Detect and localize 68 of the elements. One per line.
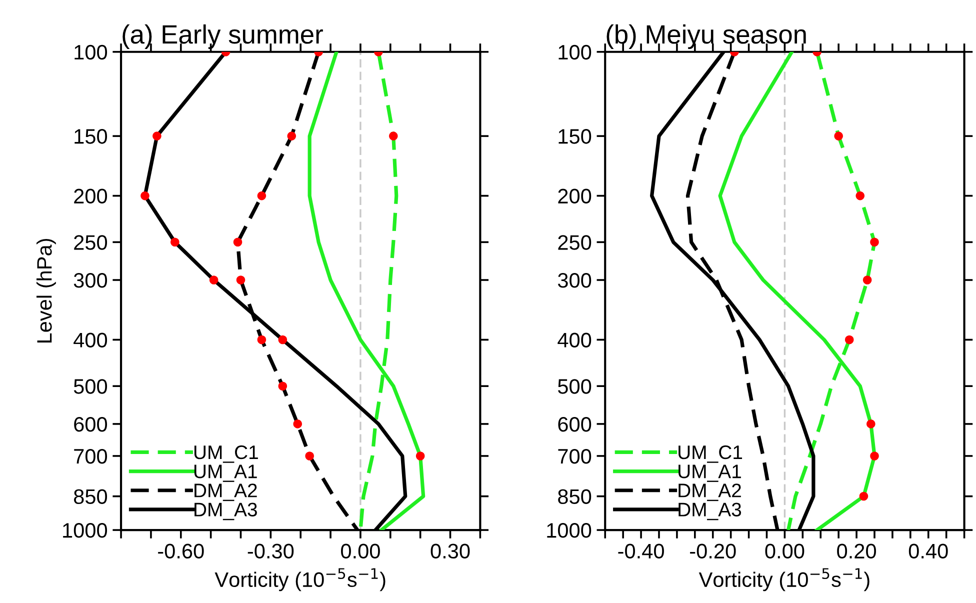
y-tick-label: 250 bbox=[558, 235, 592, 250]
legend-label: UM_A1 bbox=[678, 464, 741, 482]
y-tick-label: 400 bbox=[558, 332, 592, 348]
line-series bbox=[308, 52, 426, 530]
x-tick-label: -0.20 bbox=[690, 544, 736, 559]
point bbox=[416, 452, 425, 460]
legend-label: UM_C1 bbox=[678, 445, 742, 463]
point bbox=[862, 276, 872, 284]
y-tick-label: 850 bbox=[558, 489, 592, 504]
y-tick-label: 200 bbox=[74, 188, 108, 204]
chart-title: (b) Meiyu season bbox=[606, 24, 806, 49]
x-axis-title: Vorticity (10$^{−5}$s$^{−1}$) bbox=[214, 568, 386, 592]
y-tick-label: 150 bbox=[558, 129, 592, 144]
x-tick-label: 0.00 bbox=[765, 544, 804, 559]
legend-label: DM_A3 bbox=[194, 502, 257, 520]
point bbox=[870, 238, 879, 247]
y-tick-label: 100 bbox=[74, 44, 108, 60]
y-tick-label: 250 bbox=[74, 235, 108, 250]
legend-label: DM_A2 bbox=[678, 484, 741, 502]
y-tick-label: 150 bbox=[74, 129, 108, 144]
point bbox=[170, 238, 180, 247]
point bbox=[305, 452, 314, 460]
point bbox=[140, 191, 150, 200]
point bbox=[866, 420, 876, 428]
x-axis-title: Vorticity (10$^{−5}$s$^{−1}$) bbox=[698, 568, 870, 592]
x-tick-label: -0.30 bbox=[248, 544, 294, 559]
x-tick-label: -0.40 bbox=[618, 544, 664, 559]
x-tick-label: 0.30 bbox=[430, 544, 470, 559]
y-tick-label: 700 bbox=[558, 448, 592, 464]
point bbox=[236, 276, 246, 284]
y-tick-label: 600 bbox=[74, 416, 108, 432]
x-tick-label: 0.00 bbox=[341, 544, 380, 559]
y-tick-label: 300 bbox=[74, 273, 108, 288]
y-tick-label: 500 bbox=[74, 379, 108, 394]
point bbox=[233, 238, 242, 247]
chart-title: (a) Early summer bbox=[122, 24, 323, 49]
y-tick-label: 600 bbox=[558, 416, 592, 432]
legend-label: UM_A1 bbox=[194, 464, 257, 482]
point bbox=[257, 335, 266, 344]
y-axis-title: Level (hPa) bbox=[36, 238, 56, 343]
point bbox=[278, 382, 288, 390]
y-tick-label: 500 bbox=[558, 379, 592, 394]
y-tick-label: 1000 bbox=[547, 523, 592, 538]
y-tick-label: 400 bbox=[74, 332, 108, 348]
legend-label: DM_A2 bbox=[194, 484, 257, 502]
x-tick-label: 0.20 bbox=[837, 544, 876, 559]
point bbox=[278, 335, 288, 344]
y-tick-label: 100 bbox=[558, 44, 592, 60]
point bbox=[257, 191, 266, 200]
legend-label: DM_A3 bbox=[678, 502, 742, 520]
point bbox=[844, 335, 854, 344]
x-tick-label: -0.60 bbox=[158, 544, 204, 559]
point bbox=[152, 132, 162, 140]
point bbox=[870, 452, 879, 460]
point bbox=[834, 132, 843, 140]
point bbox=[389, 132, 398, 140]
y-tick-label: 300 bbox=[558, 273, 592, 288]
point bbox=[859, 492, 868, 501]
y-tick-label: 850 bbox=[74, 489, 108, 504]
legend-label: UM_C1 bbox=[194, 445, 258, 463]
point bbox=[287, 132, 296, 140]
y-tick-label: 1000 bbox=[63, 523, 108, 538]
y-tick-label: 200 bbox=[558, 188, 592, 204]
y-tick-label: 700 bbox=[74, 448, 108, 464]
point bbox=[856, 191, 865, 200]
point bbox=[209, 276, 218, 284]
x-tick-label: 0.40 bbox=[908, 544, 948, 559]
point bbox=[293, 420, 302, 428]
